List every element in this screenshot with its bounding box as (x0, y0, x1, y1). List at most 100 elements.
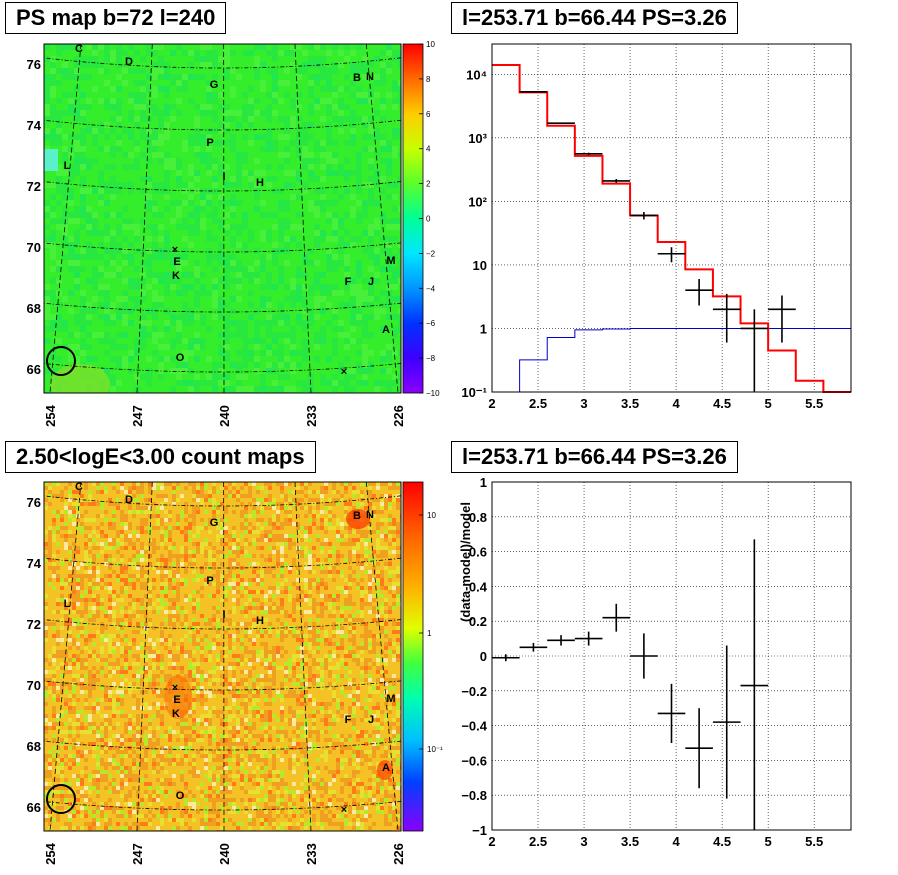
spectrum-data-point (547, 122, 575, 125)
lat-tick-label: 68 (27, 301, 41, 316)
residual-x-tick-label: 5.5 (805, 834, 823, 849)
count-colorbar-tick: 1 (427, 629, 432, 638)
lon-tick-label: 254 (43, 842, 58, 864)
lat-tick-label: 72 (27, 179, 41, 194)
residual-x-tick-label: 2 (488, 834, 495, 849)
source-label-e: E (173, 694, 180, 706)
residual-x-tick-label: 3.5 (621, 834, 639, 849)
residual-data-point (519, 642, 548, 652)
spectrum-y-tick-label: 10² (468, 194, 487, 209)
ps-colorbar-tick: 8 (426, 75, 431, 84)
lat-tick-label: 72 (27, 617, 41, 632)
residual-data-point (657, 683, 686, 743)
residual-data-point (547, 635, 575, 646)
residual-y-axis-label: (data-model)/model (458, 502, 473, 622)
spectrum-panel: 2 2.5 3 3.5 4 4.5 5 5.5 10⁴ 10³ 10² 10 1 10⁻¹ (461, 43, 852, 411)
source-label-c: C (75, 481, 83, 493)
spectrum-y-tick-label: 10 (473, 258, 487, 273)
source-label-h: H (256, 177, 264, 189)
spectrum-x-tick-label: 4 (672, 396, 680, 411)
residual-data-point (630, 633, 658, 679)
spectrum-x-tick-label: 5.5 (805, 396, 823, 411)
cross-marker: × (172, 682, 178, 694)
spectrum-y-tick-label: 10³ (468, 131, 487, 146)
residual-panel: 2 2.5 3 3.5 4 4.5 5 5.5 1 0.8 0.6 0.4 0.2 0 −0.2 −0.4 −0… (458, 475, 852, 849)
lon-tick-label: 247 (130, 843, 145, 865)
source-label-m: M (386, 693, 395, 705)
lon-tick-label: 226 (391, 405, 406, 427)
source-label-n: N (366, 509, 374, 521)
ps-colorbar-tick: 10 (426, 40, 435, 49)
residual-data-point (685, 708, 713, 789)
spectrum-data-point (685, 279, 713, 306)
residual-data-point (602, 603, 631, 632)
count-colorbar-tick: 10⁻¹ (427, 745, 443, 754)
residual-y-tick-label: 0.2 (469, 614, 487, 629)
residual-title: l=253.71 b=66.44 PS=3.26 (451, 441, 738, 473)
residual-y-tick-label: 0 (480, 649, 487, 664)
residual-y-tick-label: −1 (472, 823, 487, 838)
source-label-i: I (222, 171, 225, 183)
spectrum-data-point (574, 152, 603, 156)
source-label-g: G (210, 517, 219, 529)
residual-data-point (740, 539, 769, 830)
ps-colorbar-tick: −10 (426, 389, 440, 398)
source-label-f: F (345, 714, 352, 726)
source-label-k: K (172, 270, 180, 282)
source-label-f: F (345, 276, 352, 288)
source-label-l: L (64, 598, 71, 610)
source-label-h: H (256, 615, 264, 627)
residual-y-tick-label: −0.4 (461, 719, 487, 734)
source-label-p: P (206, 575, 213, 587)
source-label-p: P (206, 137, 213, 149)
spectrum-data-point (768, 295, 796, 343)
cross-marker: × (172, 244, 178, 256)
residual-y-tick-label: −0.8 (461, 788, 487, 803)
roi-circle (46, 784, 76, 814)
spectrum-y-tick-label: 1 (480, 321, 487, 336)
roi-circle (46, 346, 76, 376)
source-label-a: A (382, 762, 390, 774)
source-label-n: N (366, 71, 374, 83)
residual-y-tick-label: −0.2 (461, 684, 487, 699)
spectrum-x-tick-label: 2.5 (529, 396, 547, 411)
spectrum-data-point (519, 91, 548, 93)
spectrum-x-tick-label: 3.5 (621, 396, 639, 411)
residual-x-tick-label: 5 (765, 834, 772, 849)
spectrum-data-point (602, 179, 631, 183)
spectrum-x-tick-label: 2 (488, 396, 495, 411)
lon-tick-label: 226 (391, 843, 406, 865)
spectrum-y-tick-label: 10⁴ (466, 67, 487, 82)
count-map-panel: C D G B N L P I H EK M F J A O × × 254 247 240 233 226 76 74 72 7… (27, 481, 444, 865)
lat-tick-label: 74 (27, 118, 42, 133)
source-label-l: L (64, 160, 71, 172)
count-colorbar (402, 481, 424, 832)
ps-colorbar-tick: 2 (426, 180, 431, 189)
lat-tick-label: 76 (27, 57, 41, 72)
source-label-b: B (353, 510, 361, 522)
source-label-o: O (176, 352, 185, 364)
spectrum-data-point (657, 247, 686, 263)
lon-tick-label: 233 (304, 405, 319, 427)
spectrum-title: l=253.71 b=66.44 PS=3.26 (451, 2, 738, 34)
residual-y-tick-label: −0.6 (461, 753, 487, 768)
residual-y-tick-label: 0.8 (469, 510, 487, 525)
lat-tick-label: 76 (27, 495, 41, 510)
spectrum-x-tick-label: 3 (580, 396, 587, 411)
source-label-g: G (210, 79, 219, 91)
residual-y-tick-label: 0.4 (469, 579, 488, 594)
count-colorbar-tick: 10 (427, 511, 436, 520)
lat-tick-label: 70 (27, 240, 41, 255)
source-label-m: M (386, 255, 395, 267)
source-label-e: E (173, 256, 180, 268)
source-label-o: O (176, 790, 185, 802)
residual-data-point (712, 645, 741, 799)
source-label-j: J (368, 276, 374, 288)
source-label-d: D (125, 56, 133, 68)
source-label-b: B (353, 72, 361, 84)
background-model-line (492, 327, 851, 393)
ps-map-title: PS map b=72 l=240 (5, 2, 227, 34)
spectrum-y-tick-label: 10⁻¹ (461, 385, 487, 400)
